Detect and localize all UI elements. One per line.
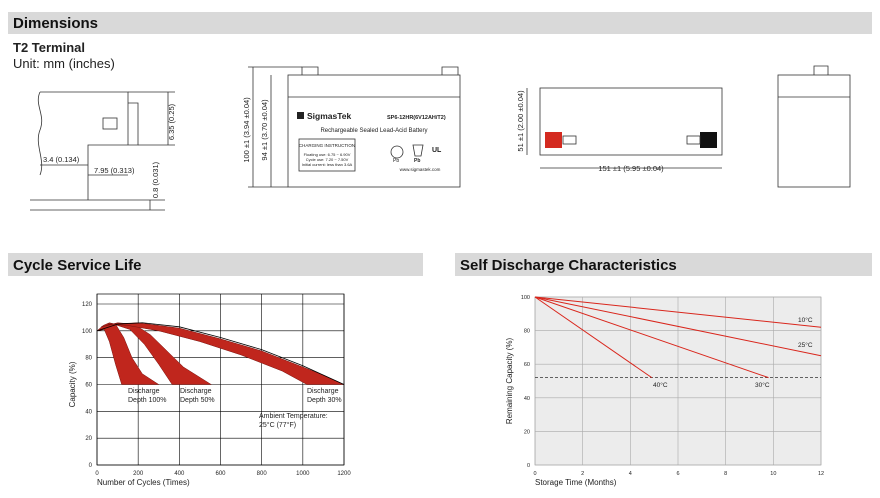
dimension-label: 51 ±1 (2.00 ±0.04) xyxy=(516,90,525,152)
section-bar xyxy=(455,253,872,276)
terminal-drawing: 6.35 (0.25) 3.4 (0.134) 7.95 (0.313) 0.8… xyxy=(30,91,176,211)
section-bar xyxy=(8,12,872,34)
y-tick-label: 20 xyxy=(85,436,92,442)
y-axis-label: Capacity (%) xyxy=(68,361,77,407)
charging-line: Initial current: less than 3.6A xyxy=(302,162,353,167)
model: SP6-12HR(6V12AH/T2) xyxy=(387,115,446,121)
brand: SigmasTek xyxy=(307,111,352,121)
annotation: Depth 50% xyxy=(180,397,215,404)
x-tick-label: 800 xyxy=(257,471,268,477)
band-area xyxy=(96,322,160,385)
charging-line: Floating use: 6.75 ~ 6.90V xyxy=(304,152,351,157)
x-axis-label: Number of Cycles (Times) xyxy=(97,478,190,487)
dimension-label: 151 ±1 (5.95 ±0.04) xyxy=(598,164,664,173)
charging-title: CHARGING INSTRUCTION xyxy=(299,143,355,148)
series-line xyxy=(534,296,653,379)
y-tick-label: 0 xyxy=(527,463,530,469)
y-tick-label: 80 xyxy=(524,329,530,335)
x-tick-label: 12 xyxy=(818,471,824,477)
website: www.sigmastek.com xyxy=(400,167,441,172)
y-tick-label: 40 xyxy=(85,409,92,415)
section-title: Self Discharge Characteristics xyxy=(460,257,677,274)
series-line xyxy=(534,296,769,379)
series-label: 25°C xyxy=(798,341,813,349)
section-bar xyxy=(8,253,423,276)
y-axis-label: Remaining Capacity (%) xyxy=(505,338,514,425)
x-tick-label: 4 xyxy=(629,471,632,477)
dimension-label: 100 ±1 (3.94 ±0.04) xyxy=(242,97,251,163)
y-tick-label: 0 xyxy=(89,463,93,469)
dimension-label: 0.8 (0.031) xyxy=(151,161,160,198)
side-view xyxy=(777,65,851,188)
series-line xyxy=(534,296,822,328)
series-label: 30°C xyxy=(755,381,770,389)
pb-mark: Pb xyxy=(393,158,399,164)
x-tick-label: 2 xyxy=(581,471,584,477)
y-tick-label: 100 xyxy=(82,329,93,335)
x-tick-label: 6 xyxy=(676,471,679,477)
description: Rechargeable Sealed Lead-Acid Battery xyxy=(320,128,427,134)
series-label: 10°C xyxy=(798,316,813,324)
y-tick-label: 60 xyxy=(524,362,530,368)
dimension-label: 94 ±1 (3.70 ±0.04) xyxy=(260,99,269,161)
top-view: 151 ±1 (5.95 ±0.04) 51 ±1 (2.00 ±0.04) xyxy=(516,87,723,173)
series-label: 40°C xyxy=(653,381,668,389)
annotation: 25°C (77°F) xyxy=(259,421,296,429)
annotation: Depth 100% xyxy=(128,397,167,404)
y-tick-label: 120 xyxy=(82,302,93,308)
annotation: Depth 30% xyxy=(307,397,342,404)
dimension-label: 6.35 (0.25) xyxy=(167,103,176,140)
svg-text:UL: UL xyxy=(432,147,442,154)
x-tick-label: 1000 xyxy=(296,471,310,477)
y-tick-label: 100 xyxy=(521,295,530,301)
y-tick-label: 20 xyxy=(524,429,530,435)
x-tick-label: 600 xyxy=(215,471,226,477)
dimension-label: 7.95 (0.313) xyxy=(94,166,135,175)
x-tick-label: 8 xyxy=(724,471,727,477)
dimension-label: 3.4 (0.134) xyxy=(43,155,80,164)
x-tick-label: 1200 xyxy=(337,471,351,477)
series-line xyxy=(534,296,822,357)
y-tick-label: 80 xyxy=(85,356,92,362)
unit-text: Unit: mm (inches) xyxy=(13,56,115,71)
pb-mark: Pb xyxy=(414,158,420,164)
annotation: Ambient Temperature: xyxy=(259,413,328,420)
y-tick-label: 40 xyxy=(524,396,530,402)
x-tick-label: 400 xyxy=(174,471,185,477)
annotation: Discharge xyxy=(128,388,160,395)
section-title: Cycle Service Life xyxy=(13,257,141,274)
charging-line: Cycle use: 7.20 ~ 7.50V xyxy=(306,157,349,162)
front-view: 100 ±1 (3.94 ±0.04) 94 ±1 (3.70 ±0.04) S… xyxy=(242,66,461,188)
envelope-line xyxy=(96,322,345,385)
annotation: Discharge xyxy=(180,388,212,395)
section-title: Dimensions xyxy=(13,15,98,32)
annotation: Discharge xyxy=(307,388,339,395)
x-tick-label: 10 xyxy=(770,471,776,477)
x-tick-label: 200 xyxy=(133,471,144,477)
x-tick-label: 0 xyxy=(533,471,536,477)
y-tick-label: 60 xyxy=(85,383,92,389)
x-tick-label: 0 xyxy=(95,471,99,477)
terminal-title: T2 Terminal xyxy=(13,40,85,55)
x-axis-label: Storage Time (Months) xyxy=(535,478,617,487)
